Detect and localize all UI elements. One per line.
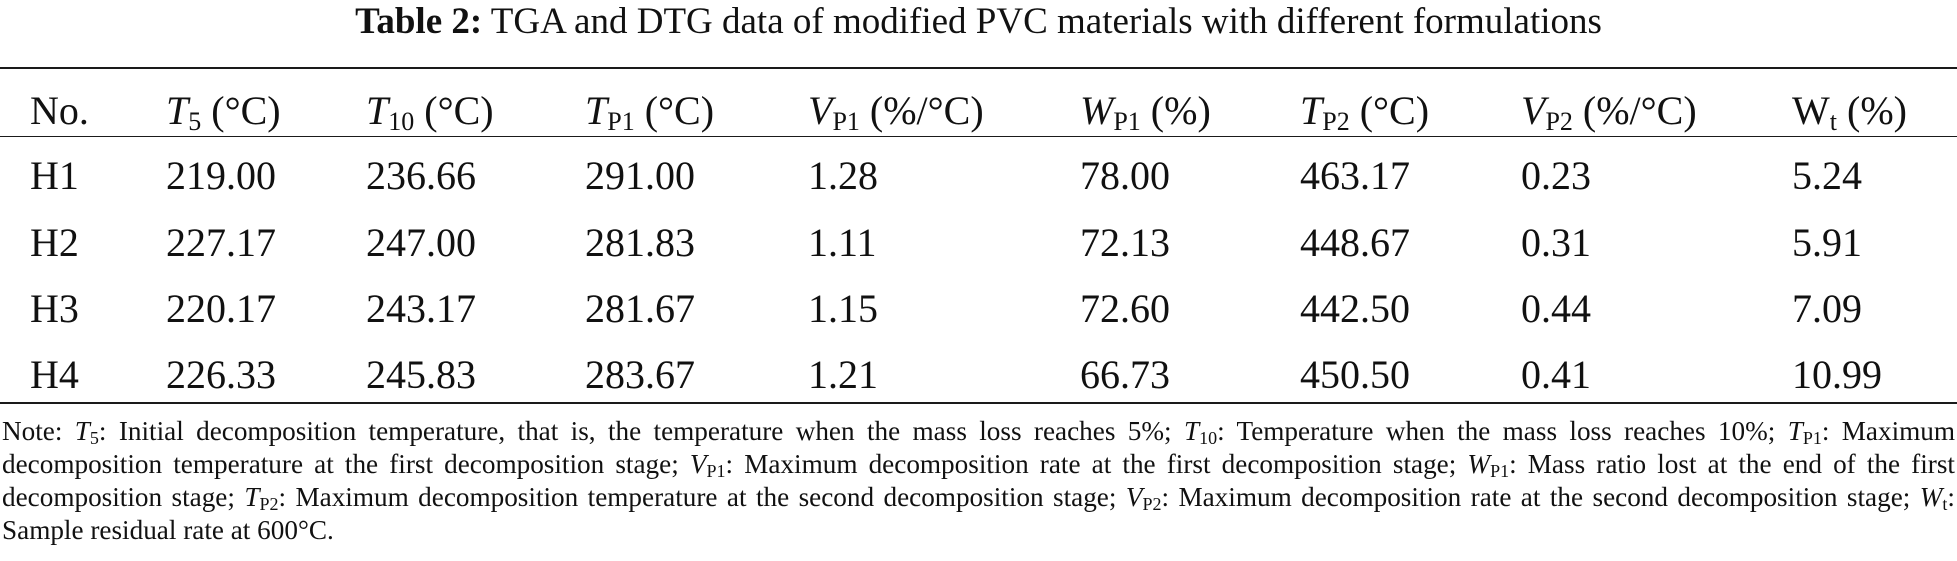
table-cell: 226.33 (166, 352, 276, 397)
table-cell: 219.00 (166, 153, 276, 198)
header-t5: T5 (°C) (166, 88, 281, 136)
note-item: VP1: Maximum decomposition rate at the f… (689, 449, 1457, 481)
note-item: Wt: Sample residual rate at 600°C. (2, 482, 1955, 545)
table-cell: 78.00 (1080, 153, 1170, 198)
table-cell: 281.67 (585, 286, 695, 331)
table-cell: 0.44 (1521, 286, 1591, 331)
note-item: WP1: Mass ratio lost at the end of the f… (2, 449, 1955, 512)
table-cell: 1.21 (808, 352, 878, 397)
caption-label: Table 2: (355, 1, 483, 42)
table-cell: 236.66 (366, 153, 476, 198)
table-cell: 442.50 (1300, 286, 1410, 331)
caption-text: TGA and DTG data of modified PVC materia… (490, 1, 1602, 42)
table-cell: 72.60 (1080, 286, 1170, 331)
table-cell: H3 (30, 286, 79, 331)
table-cell: 450.50 (1300, 352, 1410, 397)
header-tp2: TP2 (°C) (1300, 88, 1430, 136)
table-cell: H1 (30, 153, 79, 198)
table-top-rule (0, 67, 1957, 69)
table-cell: 5.91 (1792, 220, 1862, 265)
table-cell: 227.17 (166, 220, 276, 265)
table-cell: H4 (30, 352, 79, 397)
note-item: T5: Initial decomposition temperature, t… (74, 416, 1172, 448)
table-cell: 281.83 (585, 220, 695, 265)
header-vp2: VP2 (%/°C) (1521, 88, 1697, 136)
table-cell: 463.17 (1300, 153, 1410, 198)
table-cell: 1.28 (808, 153, 878, 198)
header-t10: T10 (°C) (366, 88, 494, 136)
table-cell: 220.17 (166, 286, 276, 331)
table-cell: H2 (30, 220, 79, 265)
note-item: T10: Temperature when the mass loss reac… (1183, 416, 1776, 448)
table-cell: 0.23 (1521, 153, 1591, 198)
header-wt: Wt (%) (1792, 88, 1907, 136)
table-caption: Table 2: TGA and DTG data of modified PV… (0, 0, 1957, 58)
note-item: TP1: Maximum decomposition temperature a… (2, 416, 1956, 479)
table-cell: 10.99 (1792, 352, 1882, 397)
header-wp1: WP1 (%) (1080, 88, 1211, 136)
header-tp1: TP1 (°C) (585, 88, 715, 136)
table-cell: 448.67 (1300, 220, 1410, 265)
table-cell: 0.31 (1521, 220, 1591, 265)
table-note: Note: T5: Initial decomposition temperat… (2, 415, 1955, 547)
table-cell: 7.09 (1792, 286, 1862, 331)
note-prefix: Note: (2, 416, 63, 446)
table-cell: 245.83 (366, 352, 476, 397)
table-cell: 72.13 (1080, 220, 1170, 265)
table-cell: 1.15 (808, 286, 878, 331)
header-no: No. (30, 88, 89, 133)
header-vp1: VP1 (%/°C) (808, 88, 984, 136)
table-cell: 1.11 (808, 220, 877, 265)
table-cell: 283.67 (585, 352, 695, 397)
table-cell: 0.41 (1521, 352, 1591, 397)
table-cell: 66.73 (1080, 352, 1170, 397)
table-cell: 243.17 (366, 286, 476, 331)
note-item: TP2: Maximum decomposition temperature a… (244, 482, 1117, 514)
note-item: VP2: Maximum decomposition rate at the s… (1125, 482, 1911, 514)
table-bottom-rule (0, 402, 1957, 404)
table-cell: 247.00 (366, 220, 476, 265)
table-header-rule (0, 136, 1957, 137)
table-cell: 5.24 (1792, 153, 1862, 198)
table-cell: 291.00 (585, 153, 695, 198)
